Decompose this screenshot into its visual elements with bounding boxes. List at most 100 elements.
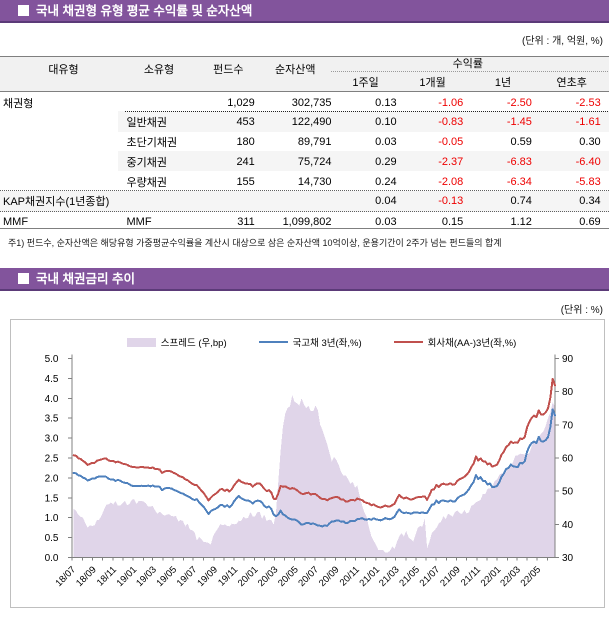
table-cell: -1.45 xyxy=(506,116,532,129)
table-cell: 0.34 xyxy=(579,195,601,207)
table-cell: 일반채권 xyxy=(126,117,167,130)
header-1week: 1주일 xyxy=(352,76,379,89)
x-axis-label: 18/07 xyxy=(54,564,79,589)
left-axis-label: 4.0 xyxy=(45,394,59,405)
table-cell: 0.03 xyxy=(375,215,397,228)
x-axis-label: 19/07 xyxy=(175,564,200,589)
table-cell: -0.83 xyxy=(438,116,464,129)
table-header-background xyxy=(0,56,609,91)
x-axis-label: 20/01 xyxy=(236,564,261,589)
x-axis-label: 18/09 xyxy=(74,564,99,589)
table-cell: -6.40 xyxy=(575,155,601,168)
table-top-border xyxy=(0,56,609,57)
x-axis-label: 18/11 xyxy=(95,564,119,588)
table-cell: 122,490 xyxy=(291,116,332,129)
table-cell: 채권형 xyxy=(3,98,34,110)
x-axis-label: 19/05 xyxy=(155,564,180,589)
left-axis-label: 3.0 xyxy=(45,434,59,445)
returns-group-underline xyxy=(331,70,609,72)
x-axis-label: 22/05 xyxy=(519,564,544,589)
left-axis-label: 3.5 xyxy=(45,414,59,425)
x-axis-label: 21/05 xyxy=(397,564,422,589)
table-cell: 311 xyxy=(237,215,255,228)
row-separator xyxy=(0,211,609,213)
right-axis-label: 30 xyxy=(562,553,574,564)
right-axis-label: 50 xyxy=(562,487,574,498)
x-axis-label: 20/11 xyxy=(338,564,362,588)
x-axis-label: 22/01 xyxy=(479,564,504,589)
spread-area-swatch xyxy=(126,337,156,347)
fund-returns-table: 대유형 소유형 펀드수 순자산액 수익률 1주일 1개월 1년 연초후 채권형 1… xyxy=(0,56,609,229)
x-axis-label: 20/09 xyxy=(317,564,342,589)
square-bullet-icon: ■ xyxy=(18,273,29,284)
row-separator xyxy=(124,110,609,112)
table-cell: MMF xyxy=(3,215,29,228)
x-axis-label: 21/03 xyxy=(377,564,402,589)
x-axis-label: 22/03 xyxy=(498,564,523,589)
table-cell: 0.30 xyxy=(579,136,601,149)
table-cell: 155 xyxy=(236,175,255,188)
table-cell: -1.61 xyxy=(575,116,601,129)
header-returns-group: 수익률 xyxy=(452,58,483,70)
corporate-line-swatch xyxy=(393,341,423,343)
table-cell: -2.50 xyxy=(506,97,532,109)
row-separator xyxy=(0,190,609,192)
spread-area xyxy=(73,395,555,558)
chart-legend: 스프레드 (우,bp) 국고채 3년(좌,%) 회사채(AA-)3년(좌,%) xyxy=(25,335,609,349)
left-axis-label: 1.5 xyxy=(45,493,59,504)
table-cell: -2.53 xyxy=(575,97,601,109)
left-axis-label: 0.0 xyxy=(45,553,59,564)
table-cell: 241 xyxy=(236,155,255,168)
section2-title: 국내 채권금리 추이 xyxy=(36,272,135,286)
table-cell: 0.10 xyxy=(375,116,397,129)
chart-canvas: 0.0 0.5 1.0 1.5 2.0 2.5 3.0 3.5 4.0 4.5 5.0 30 40 50 6… xyxy=(45,354,574,589)
table-cell: 0.13 xyxy=(375,97,397,109)
table-cell: 89,791 xyxy=(297,136,332,149)
right-axis-label: 80 xyxy=(562,387,574,398)
header-sub-type: 소유형 xyxy=(143,64,175,76)
legend-item-treasury: 국고채 3년(좌,%) xyxy=(258,335,362,349)
table-cell: 0.03 xyxy=(375,136,397,149)
table-cell: 1,099,802 xyxy=(282,215,332,228)
table-cell: 75,724 xyxy=(297,155,332,168)
section2-title-bar: ■ 국내 채권금리 추이 xyxy=(0,268,609,291)
treasury-line-swatch xyxy=(258,341,288,343)
x-axis-label: 21/09 xyxy=(438,564,463,589)
table-footnote: 주1) 펀드수, 순자산액은 해당유형 가중평균수익률을 계산시 대상으로 삼은… xyxy=(8,238,502,248)
table-cell: -2.37 xyxy=(438,155,464,168)
left-axis-label: 4.5 xyxy=(45,374,59,385)
table-cell: 0.74 xyxy=(510,195,532,207)
row-stripe xyxy=(0,190,609,212)
row-stripe xyxy=(118,111,609,132)
section1-title-bar: ■ 국내 채권형 유형 평균 수익률 및 순자산액 xyxy=(0,0,609,23)
table-cell: 중기채권 xyxy=(126,156,167,169)
left-axis-label: 5.0 xyxy=(45,354,59,365)
table-cell: 453 xyxy=(236,116,255,129)
x-axis-label: 19/09 xyxy=(195,564,220,589)
table-cell: -2.08 xyxy=(438,175,464,188)
section1-title: 국내 채권형 유형 평균 수익률 및 순자산액 xyxy=(36,4,253,18)
x-axis-label: 21/07 xyxy=(418,564,443,589)
table-cell: -6.34 xyxy=(506,175,532,188)
left-axis-label: 2.0 xyxy=(45,473,59,484)
bond-yield-chart: 스프레드 (우,bp) 국고채 3년(좌,%) 회사채(AA-)3년(좌,%) … xyxy=(10,319,605,608)
x-axis-label: 20/07 xyxy=(296,564,321,589)
header-main-type: 대유형 xyxy=(48,64,79,76)
row-stripe xyxy=(118,151,609,171)
right-axis-label: 60 xyxy=(562,454,574,465)
x-axis-label: 20/05 xyxy=(276,564,301,589)
table-cell: -0.13 xyxy=(438,195,464,207)
x-axis-label: 21/11 xyxy=(459,564,483,588)
table-cell: 0.59 xyxy=(510,136,532,149)
table-cell: 초단기채권 xyxy=(126,137,178,150)
table-cell: -0.05 xyxy=(438,136,464,149)
table-cell: KAP채권지수(1년종합) xyxy=(3,196,110,208)
header-1year: 1년 xyxy=(494,76,512,89)
chart-unit-label: (단위 : %) xyxy=(560,305,603,316)
corporate-bond-line xyxy=(72,377,556,509)
table-cell: 302,735 xyxy=(291,97,332,109)
table-cell: 180 xyxy=(236,136,255,149)
x-axis-label: 19/11 xyxy=(216,564,240,588)
table-cell: 1.12 xyxy=(510,215,532,228)
